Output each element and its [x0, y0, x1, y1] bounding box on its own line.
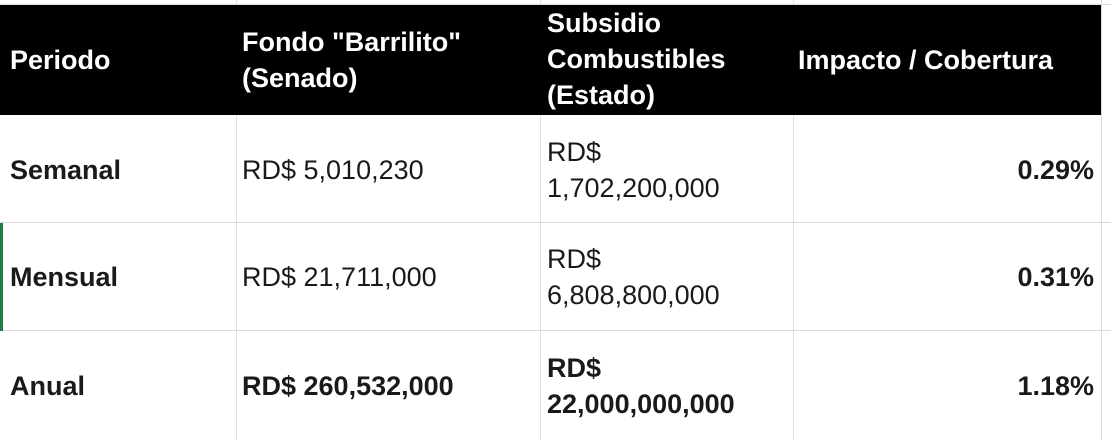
table-cell: Semanal — [10, 155, 122, 185]
table-cell: Anual — [10, 371, 86, 401]
table-header-row — [0, 5, 1101, 115]
table-cell: RD$ 21,711,000 — [242, 262, 437, 292]
table-cell: RD$ 5,010,230 — [242, 155, 424, 185]
header-impacto[interactable]: Impacto / Cobertura — [798, 42, 1053, 78]
column-divider — [540, 0, 541, 440]
table-cell-line2: 22,000,000,000 — [547, 389, 735, 419]
cell-fondo-mensual[interactable]: RD$ 21,711,000 — [242, 259, 437, 295]
header-fondo-line1: Fondo "Barrilito" — [242, 27, 462, 57]
cell-fondo-anual[interactable]: RD$ 260,532,000 — [242, 368, 454, 404]
cell-impacto-mensual[interactable]: 0.31% — [800, 259, 1094, 295]
table-cell-line2: 6,808,800,000 — [547, 280, 720, 310]
cell-subsidio-semanal[interactable]: RD$ 1,702,200,000 — [547, 134, 720, 206]
table-cell-line1: RD$ — [547, 137, 602, 167]
row-divider — [0, 222, 1111, 223]
header-subsidio[interactable]: Subsidio Combustibles (Estado) — [547, 5, 726, 113]
table-cell: 0.29% — [1017, 155, 1094, 185]
cell-subsidio-anual[interactable]: RD$ 22,000,000,000 — [547, 350, 735, 422]
column-divider — [236, 0, 237, 440]
table-right-border — [1101, 0, 1102, 440]
header-subsidio-line2: Combustibles — [547, 44, 726, 74]
table-cell-line1: RD$ — [547, 353, 602, 383]
row-divider — [0, 4, 1111, 5]
header-subsidio-line3: (Estado) — [547, 80, 655, 110]
cell-periodo-anual[interactable]: Anual — [10, 368, 85, 404]
row-divider — [0, 330, 1111, 331]
cell-periodo-mensual[interactable]: Mensual — [10, 259, 118, 295]
table-cell: Mensual — [10, 262, 119, 292]
column-divider — [793, 0, 794, 440]
cell-impacto-semanal[interactable]: 0.29% — [800, 152, 1094, 188]
header-fondo[interactable]: Fondo "Barrilito" (Senado) — [242, 24, 461, 96]
header-periodo[interactable]: Periodo — [10, 42, 111, 78]
table-cell-line1: RD$ — [547, 244, 602, 274]
cell-periodo-semanal[interactable]: Semanal — [10, 152, 121, 188]
header-subsidio-line1: Subsidio — [547, 8, 661, 38]
table-cell: RD$ 260,532,000 — [242, 371, 454, 401]
cell-subsidio-mensual[interactable]: RD$ 6,808,800,000 — [547, 241, 720, 313]
cell-impacto-anual[interactable]: 1.18% — [800, 368, 1094, 404]
table-cell: 1.18% — [1017, 371, 1094, 401]
table-cell: 0.31% — [1017, 262, 1094, 292]
header-periodo-label: Periodo — [10, 45, 111, 75]
header-fondo-line2: (Senado) — [242, 63, 358, 93]
row-selection-indicator — [0, 223, 3, 331]
table-cell-line2: 1,702,200,000 — [547, 173, 720, 203]
cell-fondo-semanal[interactable]: RD$ 5,010,230 — [242, 152, 424, 188]
header-impacto-label: Impacto / Cobertura — [798, 45, 1054, 75]
